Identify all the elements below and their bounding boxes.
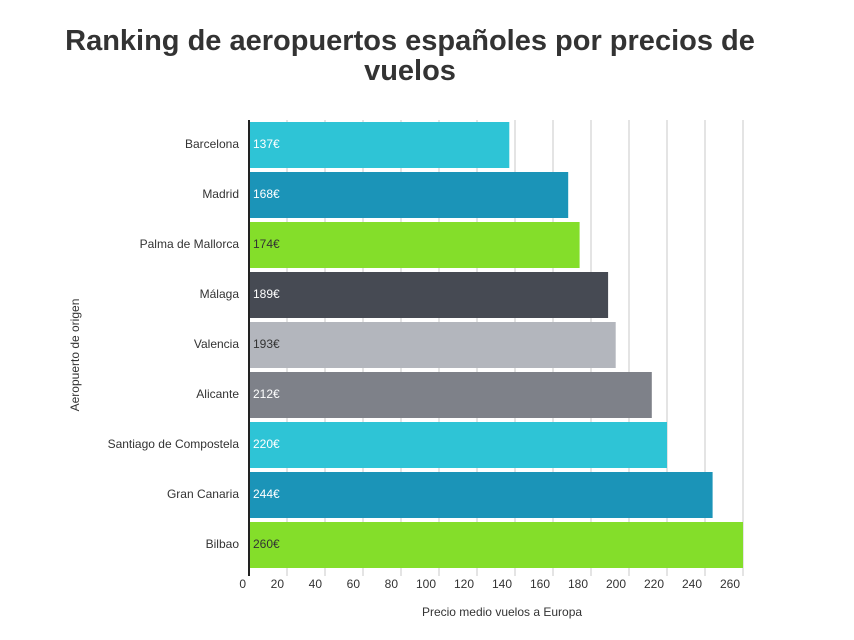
- x-tick-label: 160: [530, 577, 550, 591]
- bar: [249, 122, 510, 168]
- value-label: 244€: [253, 487, 280, 501]
- y-tick-label: Valencia: [194, 337, 239, 351]
- value-label: 137€: [253, 137, 280, 151]
- x-tick-label: 40: [309, 577, 323, 591]
- x-tick-label: 0: [239, 577, 246, 591]
- bar: [249, 472, 713, 518]
- bar: [249, 172, 569, 218]
- y-tick-label: Bilbao: [206, 537, 240, 551]
- y-tick-label: Santiago de Compostela: [108, 437, 240, 451]
- value-label: 193€: [253, 337, 280, 351]
- bar: [249, 422, 667, 468]
- y-tick-label: Madrid: [202, 187, 239, 201]
- bar: [249, 522, 743, 568]
- y-tick-label: Palma de Mallorca: [140, 237, 240, 251]
- x-tick-label: 80: [385, 577, 399, 591]
- x-tick-label: 180: [568, 577, 588, 591]
- x-tick-label: 60: [347, 577, 361, 591]
- x-tick-label: 140: [492, 577, 512, 591]
- x-tick-label: 240: [682, 577, 702, 591]
- x-tick-label: 20: [271, 577, 285, 591]
- value-label: 174€: [253, 237, 280, 251]
- bar: [249, 322, 616, 368]
- bar: [249, 272, 609, 318]
- y-tick-label: Gran Canaria: [167, 487, 239, 501]
- bar: [249, 372, 652, 418]
- y-tick-label: Málaga: [200, 287, 240, 301]
- value-label: 168€: [253, 187, 280, 201]
- chart-title: Ranking de aeropuertos españoles por pre…: [65, 25, 755, 87]
- value-label: 212€: [253, 387, 280, 401]
- y-axis-label: Aeropuerto de origen: [68, 299, 82, 412]
- x-axis-label: Precio medio vuelos a Europa: [422, 605, 582, 619]
- bar: [249, 222, 580, 268]
- value-label: 260€: [253, 537, 280, 551]
- value-label: 189€: [253, 287, 280, 301]
- x-tick-label: 220: [644, 577, 664, 591]
- x-tick-label: 260: [720, 577, 740, 591]
- value-label: 220€: [253, 437, 280, 451]
- y-tick-label: Alicante: [196, 387, 239, 401]
- y-tick-label: Barcelona: [185, 137, 239, 151]
- x-tick-label: 200: [606, 577, 626, 591]
- x-tick-label: 100: [416, 577, 436, 591]
- x-tick-label: 120: [454, 577, 474, 591]
